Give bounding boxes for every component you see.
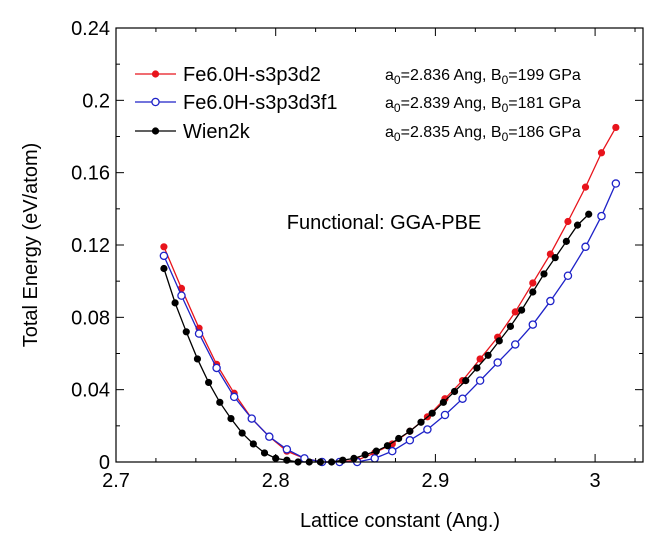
legend-marker xyxy=(151,70,160,78)
data-point xyxy=(370,454,379,463)
data-point xyxy=(405,436,415,445)
data-point xyxy=(439,398,447,406)
plot-marks xyxy=(159,123,621,467)
series-line xyxy=(163,213,590,463)
data-point xyxy=(194,329,204,338)
data-point xyxy=(216,398,224,406)
data-point xyxy=(528,320,538,329)
data-point xyxy=(473,364,481,372)
fit-note: a0=2.839 Ang, B0=181 GPa xyxy=(385,95,581,115)
legend-marker xyxy=(151,97,160,107)
data-point xyxy=(564,217,572,226)
data-point xyxy=(395,434,403,443)
data-point xyxy=(212,363,221,373)
data-point xyxy=(529,288,537,296)
data-point xyxy=(546,250,554,258)
data-point xyxy=(417,418,425,426)
data-point xyxy=(282,445,292,454)
data-point xyxy=(383,442,392,450)
data-point xyxy=(247,414,256,423)
y-tick-label: 0.2 xyxy=(82,90,110,112)
data-point xyxy=(372,447,380,455)
x-tick-label: 2.8 xyxy=(262,470,290,492)
data-point xyxy=(361,451,369,459)
y-tick-label: 0.24 xyxy=(71,18,110,40)
functional-annotation: Functional: GGA-PBE xyxy=(287,212,482,234)
series-line xyxy=(163,127,617,463)
data-point xyxy=(475,376,485,385)
data-point xyxy=(597,149,606,157)
data-point xyxy=(458,394,467,403)
data-point xyxy=(265,432,274,441)
legend-marker xyxy=(151,127,160,135)
data-point xyxy=(160,243,168,251)
data-point xyxy=(227,414,235,423)
y-tick-label: 0.12 xyxy=(71,235,110,257)
data-point xyxy=(462,377,470,385)
data-point xyxy=(611,179,621,188)
data-point xyxy=(493,358,502,367)
data-point xyxy=(440,410,450,420)
y-tick-label: 0.08 xyxy=(71,307,110,329)
data-point xyxy=(159,251,169,261)
data-point xyxy=(450,387,459,396)
legend-label: Wien2k xyxy=(183,121,251,143)
data-point xyxy=(260,449,269,457)
data-point xyxy=(581,242,590,252)
data-point xyxy=(406,427,414,435)
data-point xyxy=(585,210,593,218)
axes: 2.7 2.8 2.9 3 0 0.04 0.08 0.12 0.16 0.2 0.24 xyxy=(71,18,644,492)
data-point xyxy=(484,351,492,359)
data-point xyxy=(388,446,397,456)
data-point xyxy=(529,279,537,287)
y-tick-label: 0.16 xyxy=(71,163,110,185)
data-point xyxy=(581,183,590,191)
data-point xyxy=(562,237,570,245)
data-point xyxy=(597,211,606,221)
data-point xyxy=(563,271,573,280)
data-point xyxy=(171,299,179,307)
data-point xyxy=(476,355,484,363)
y-axis-title: Total Energy (eV/atom) xyxy=(20,143,42,348)
data-point xyxy=(540,270,548,278)
legend-label: Fe6.0H-s3p3d2 xyxy=(183,64,321,86)
data-point xyxy=(238,429,246,437)
data-point xyxy=(249,440,257,448)
data-point xyxy=(506,322,515,330)
data-point xyxy=(510,340,520,349)
fit-note: a0=2.836 Ang, B0=199 GPa xyxy=(385,67,581,87)
data-point xyxy=(518,306,526,314)
data-point xyxy=(495,337,503,345)
data-point xyxy=(177,291,186,300)
y-tick-label: 0 xyxy=(99,452,110,474)
y-tick-label: 0.04 xyxy=(71,380,110,402)
x-tick-label: 3 xyxy=(590,470,601,492)
legend: Fe6.0H-s3p3d2 a0=2.836 Ang, B0=199 GPa Fe6… xyxy=(135,64,581,144)
x-tick-label: 2.9 xyxy=(421,470,449,492)
data-point xyxy=(205,378,213,387)
data-point xyxy=(612,123,620,132)
data-point xyxy=(511,308,519,316)
data-point xyxy=(160,264,168,273)
data-point xyxy=(428,409,436,417)
legend-label: Fe6.0H-s3p3d3f1 xyxy=(183,92,338,114)
data-point xyxy=(182,328,190,336)
series-1 xyxy=(159,179,621,467)
fit-note: a0=2.835 Ang, B0=186 GPa xyxy=(385,124,581,144)
data-point xyxy=(350,454,358,462)
series-2 xyxy=(160,210,593,466)
data-point xyxy=(423,425,432,434)
series-0 xyxy=(160,123,620,466)
data-point xyxy=(546,296,555,306)
data-point xyxy=(551,254,559,262)
data-point xyxy=(193,355,202,363)
x-axis-title: Lattice constant (Ang.) xyxy=(300,510,500,532)
data-point xyxy=(573,221,582,229)
data-point xyxy=(229,392,239,402)
x-tick-label: 2.7 xyxy=(102,470,130,492)
